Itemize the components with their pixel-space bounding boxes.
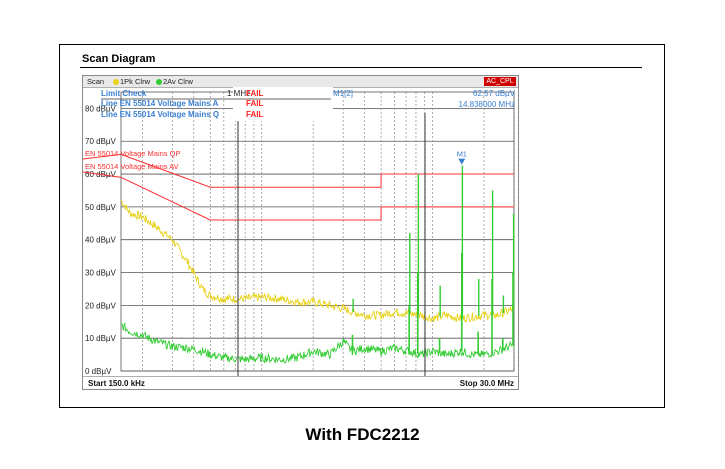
y-axis-labels: 0 dBµV 10 dBµV 20 dBµV 30 dBµV 40 dBµV 50 dBµ… <box>85 104 117 376</box>
stop-frequency: Stop 30.0 MHz <box>459 379 514 388</box>
y-tick-label: 0 dBµV <box>85 367 112 376</box>
yellow-dot-icon <box>113 79 119 85</box>
scan-label[interactable]: Scan <box>87 77 105 86</box>
y-tick-label: 80 dBµV <box>85 104 117 113</box>
qp-limit-label: EN 55014 Voltage Mains QP <box>85 149 180 158</box>
y-tick-label: 70 dBµV <box>85 137 117 146</box>
scan-chart: 0 dBµV 10 dBµV 20 dBµV 30 dBµV 40 dBµV 50 dBµ… <box>83 87 516 377</box>
av-limit-line <box>83 171 514 221</box>
av-limit-label: EN 55014 Voltage Mains AV <box>85 162 179 171</box>
frequency-span-bar: Start 150.0 kHz Stop 30.0 MHz <box>83 376 518 389</box>
limit-row1-name: Line EN 55014 Voltage Mains A <box>101 99 219 108</box>
analyzer-window: Scan 1Pk Clrw 2Av Clrw AC_CPL 0 dBµV 10 d… <box>82 75 519 390</box>
green-dot-icon <box>156 79 162 85</box>
limit-lines <box>83 153 514 221</box>
heading-rule <box>80 67 642 68</box>
plot-border <box>120 91 515 372</box>
y-tick-label: 40 dBµV <box>85 236 117 245</box>
limit-check-title: Limit Check <box>101 89 147 98</box>
page-heading: Scan Diagram <box>82 53 156 65</box>
traces <box>120 200 515 364</box>
y-tick-label: 50 dBµV <box>85 203 117 212</box>
marker-level: 62.57 dBµV <box>473 89 516 98</box>
marker-triangle-icon <box>458 158 466 165</box>
frequency-cursor-label: 1 MHz <box>227 89 250 98</box>
trace2-legend[interactable]: 2Av Clrw <box>156 77 193 86</box>
marker-frequency: 14.838000 MHz <box>459 100 515 109</box>
figure-caption: With FDC2212 <box>305 425 420 444</box>
figure-frame: Scan Diagram Scan 1Pk Clrw 2Av Clrw AC_C… <box>59 44 665 408</box>
marker-label: M1[2] <box>333 89 353 98</box>
limit-row2-name: Line EN 55014 Voltage Mains Q <box>101 110 219 119</box>
y-tick-label: 20 dBµV <box>85 301 117 310</box>
qp-limit-line <box>83 153 514 188</box>
limit-row2-status: FAIL <box>246 110 263 119</box>
qp-trace <box>120 200 515 323</box>
spectral-peaks <box>351 165 515 355</box>
limit-status-header: FAIL <box>246 89 263 98</box>
coupling-badge: AC_CPL <box>484 77 516 86</box>
limit-row1-status: FAIL <box>246 99 263 108</box>
trace1-legend[interactable]: 1Pk Clrw <box>113 77 150 86</box>
y-tick-label: 30 dBµV <box>85 269 117 278</box>
y-tick-label: 10 dBµV <box>85 334 117 343</box>
av-trace <box>120 322 515 364</box>
marker-m1[interactable]: M1 <box>457 150 467 165</box>
marker-tag: M1 <box>457 150 467 159</box>
start-frequency: Start 150.0 kHz <box>88 379 145 388</box>
grid <box>120 91 515 372</box>
